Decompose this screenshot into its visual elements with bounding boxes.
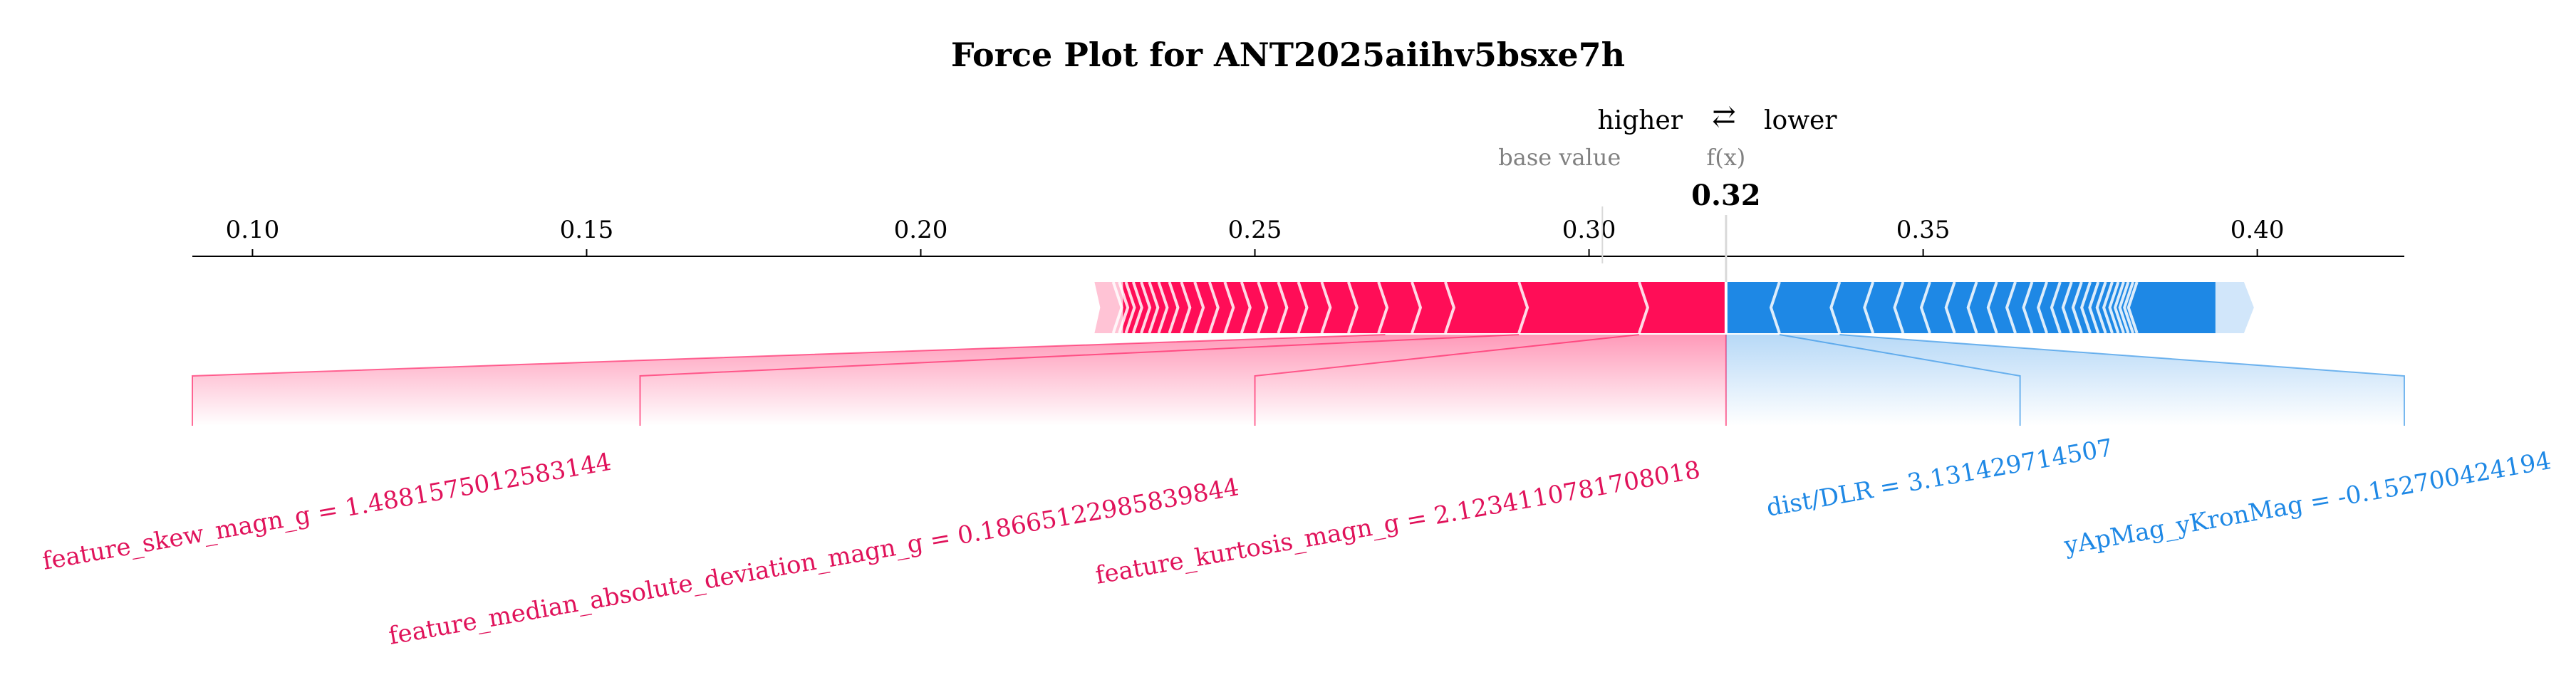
legend-arrow-icon: ⇄	[1712, 100, 1736, 133]
positive-feature-label: feature_skew_magn_g = 1.4881575012583144	[41, 448, 613, 576]
negative-chevron	[1966, 281, 1978, 334]
negative-chevron	[1986, 281, 1998, 334]
fx-label: f(x)	[1706, 144, 1745, 171]
positive-shadow-region	[192, 335, 1726, 426]
positive-chevron	[1124, 281, 1136, 334]
x-tick-label: 0.15	[560, 216, 614, 244]
positive-chevron	[1140, 281, 1152, 334]
legend: higher ⇄ lower	[1598, 100, 1838, 135]
positive-chevron	[1638, 281, 1650, 334]
negative-chevron	[2050, 281, 2062, 334]
positive-chevron	[1157, 281, 1169, 334]
feature-bands	[192, 334, 2405, 426]
negative-chevron	[2095, 281, 2107, 334]
x-tick-label: 0.25	[1228, 216, 1282, 244]
negative-chevron	[2088, 281, 2100, 334]
positive-bar	[1123, 282, 1726, 333]
positive-feature-label: feature_kurtosis_magn_g = 2.123411078170…	[1094, 456, 1703, 590]
positive-chevron	[1148, 281, 1160, 334]
feature-labels: feature_kurtosis_magn_g = 2.123411078170…	[41, 434, 2553, 651]
legend-higher-label: higher	[1598, 106, 1683, 135]
positive-chevron	[1377, 281, 1389, 334]
force-bar	[1094, 281, 2254, 334]
positive-chevron	[1240, 281, 1252, 334]
negative-tail	[2215, 282, 2254, 333]
negative-shadow-region	[1725, 335, 2404, 426]
negative-chevron	[2071, 281, 2083, 334]
positive-chevron	[1223, 281, 1235, 334]
negative-bar	[1725, 282, 2216, 333]
negative-chevron	[2126, 281, 2139, 334]
positive-chevron	[1443, 281, 1455, 334]
negative-chevron	[2022, 281, 2034, 334]
negative-chevron	[1863, 281, 1875, 334]
negative-feature-label: dist/DLR = 3.131429714507	[1765, 434, 2115, 523]
x-tick-label: 0.35	[1896, 216, 1951, 244]
x-tick-label: 0.10	[226, 216, 280, 244]
chart-title: Force Plot for ANT2025aiihv5bsxe7h	[951, 36, 1625, 74]
positive-chevron	[1411, 281, 1423, 334]
positive-chevron	[1111, 281, 1123, 334]
negative-chevron	[2037, 281, 2049, 334]
positive-tail	[1094, 282, 1123, 333]
negative-chevron	[1769, 281, 1781, 334]
x-tick-label: 0.30	[1562, 216, 1616, 244]
positive-connector	[192, 334, 1386, 426]
positive-chevron	[1118, 281, 1130, 334]
negative-chevron	[2080, 281, 2092, 334]
base-value-label: base value	[1498, 144, 1621, 171]
x-axis: 0.10 0.15 0.20 0.25 0.30 0.35 0.40	[192, 206, 2404, 282]
negative-chevron	[2102, 281, 2114, 334]
negative-connector	[1839, 334, 2405, 426]
positive-chevron	[1297, 281, 1309, 334]
fx-value: 0.32	[1691, 179, 1760, 212]
negative-chevron	[2113, 281, 2125, 334]
positive-connector	[1254, 334, 1640, 426]
positive-chevron	[1180, 281, 1192, 334]
negative-chevron	[1829, 281, 1842, 334]
negative-chevron	[2061, 281, 2073, 334]
negative-chevron	[1944, 281, 1956, 334]
positive-chevron	[1277, 281, 1289, 334]
negative-chevron	[1893, 281, 1905, 334]
positive-chevron	[1257, 281, 1269, 334]
positive-chevron	[1320, 281, 1332, 334]
x-tick-label: 0.20	[894, 216, 948, 244]
positive-connector	[639, 334, 1520, 426]
positive-chevron	[1193, 281, 1205, 334]
positive-chevron	[1131, 281, 1143, 334]
negative-feature-label: yApMag_yKronMag = -0.152700424194	[2062, 446, 2553, 560]
positive-chevron	[1517, 281, 1530, 334]
x-tick-label: 0.40	[2230, 216, 2285, 244]
negative-chevron	[1919, 281, 1931, 334]
negative-chevron	[2118, 281, 2130, 334]
negative-chevron	[2123, 281, 2135, 334]
negative-chevron	[2005, 281, 2017, 334]
positive-chevron	[1168, 281, 1180, 334]
positive-chevron	[1346, 281, 1359, 334]
negative-chevron	[2108, 281, 2120, 334]
negative-connector	[1779, 334, 2021, 426]
legend-lower-label: lower	[1764, 106, 1837, 135]
positive-chevron	[1208, 281, 1220, 334]
